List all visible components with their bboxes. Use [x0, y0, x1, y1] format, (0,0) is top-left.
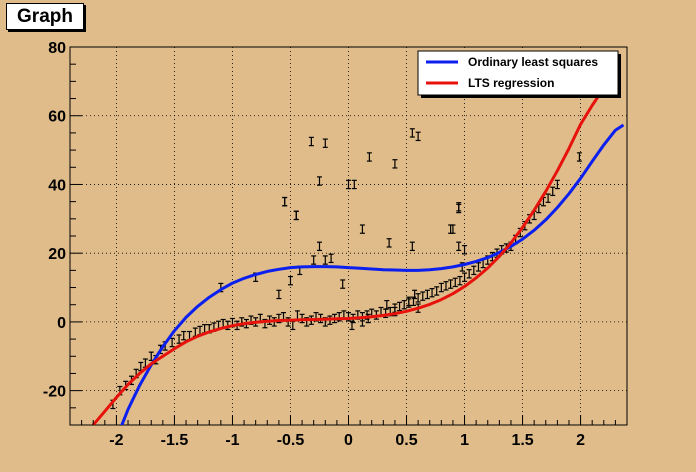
- data-point: [401, 300, 407, 310]
- outlier-point: [282, 196, 288, 207]
- lts-fit-line: [92, 75, 615, 425]
- legend-box: [417, 50, 619, 96]
- data-point: [554, 179, 560, 190]
- y-tick-label: -20: [43, 384, 66, 401]
- data-point: [322, 138, 328, 148]
- outlier-point: [316, 176, 322, 186]
- chart-title: Graph: [6, 3, 84, 30]
- outlier-point: [456, 202, 462, 212]
- data-point: [545, 193, 551, 203]
- outlier-point: [366, 152, 372, 162]
- outlier-point: [293, 210, 299, 221]
- data-point: [397, 301, 403, 312]
- outlier-point: [328, 253, 334, 264]
- data-point: [287, 275, 293, 286]
- ols-fit-line: [120, 123, 625, 425]
- x-tick-label: 1: [460, 432, 469, 449]
- data-point: [276, 289, 282, 300]
- y-tick-label: 40: [48, 177, 66, 194]
- data-point: [457, 275, 463, 286]
- x-tick-label: 2: [576, 432, 585, 449]
- outlier-point: [359, 224, 365, 234]
- x-tick-label: 0: [344, 432, 353, 449]
- data-point: [406, 296, 412, 307]
- outlier-point: [450, 224, 456, 234]
- plot-area: [69, 46, 628, 426]
- data-point: [438, 282, 444, 293]
- data-point: [420, 291, 426, 301]
- y-tick-label: 80: [48, 40, 66, 57]
- outlier-point: [392, 159, 398, 169]
- data-point: [340, 279, 346, 289]
- data-point: [550, 186, 556, 197]
- data-point: [452, 277, 458, 288]
- data-point: [351, 179, 357, 190]
- legend-label-ols: Ordinary least squares: [468, 55, 598, 69]
- data-point: [349, 320, 355, 331]
- x-tick-label: -0.5: [277, 432, 305, 449]
- data-point: [316, 241, 322, 252]
- data-point: [466, 269, 472, 279]
- data-point: [576, 152, 582, 162]
- x-tick-label: -1: [225, 432, 239, 449]
- data-point: [475, 262, 481, 272]
- outlier-point: [462, 245, 468, 255]
- data-point: [429, 287, 435, 298]
- data-point: [434, 286, 440, 296]
- data-point: [415, 293, 421, 303]
- outlier-point: [409, 241, 415, 252]
- data-point: [181, 330, 187, 341]
- legend-label-lts: LTS regression: [468, 76, 554, 90]
- outlier-point: [409, 128, 415, 138]
- data-point: [424, 289, 430, 300]
- data-point: [462, 272, 468, 282]
- data-point: [471, 265, 477, 276]
- outlier-point: [346, 179, 351, 190]
- data-point: [412, 289, 418, 300]
- y-tick-label: 0: [57, 315, 66, 332]
- y-tick-label: 20: [48, 246, 66, 263]
- data-point: [448, 279, 454, 289]
- outlier-point: [386, 238, 392, 248]
- data-point: [384, 300, 390, 310]
- data-point: [311, 255, 317, 265]
- x-tick-label: 0.5: [395, 432, 417, 449]
- data-point: [322, 255, 328, 265]
- y-tick-label: 60: [48, 109, 66, 126]
- data-point: [456, 241, 462, 252]
- x-tick-label: 1.5: [511, 432, 533, 449]
- x-tick-label: -2: [109, 432, 123, 449]
- outlier-point: [415, 131, 421, 142]
- outlier-point: [308, 136, 314, 147]
- data-point: [443, 281, 449, 291]
- x-tick-label: -1.5: [161, 432, 189, 449]
